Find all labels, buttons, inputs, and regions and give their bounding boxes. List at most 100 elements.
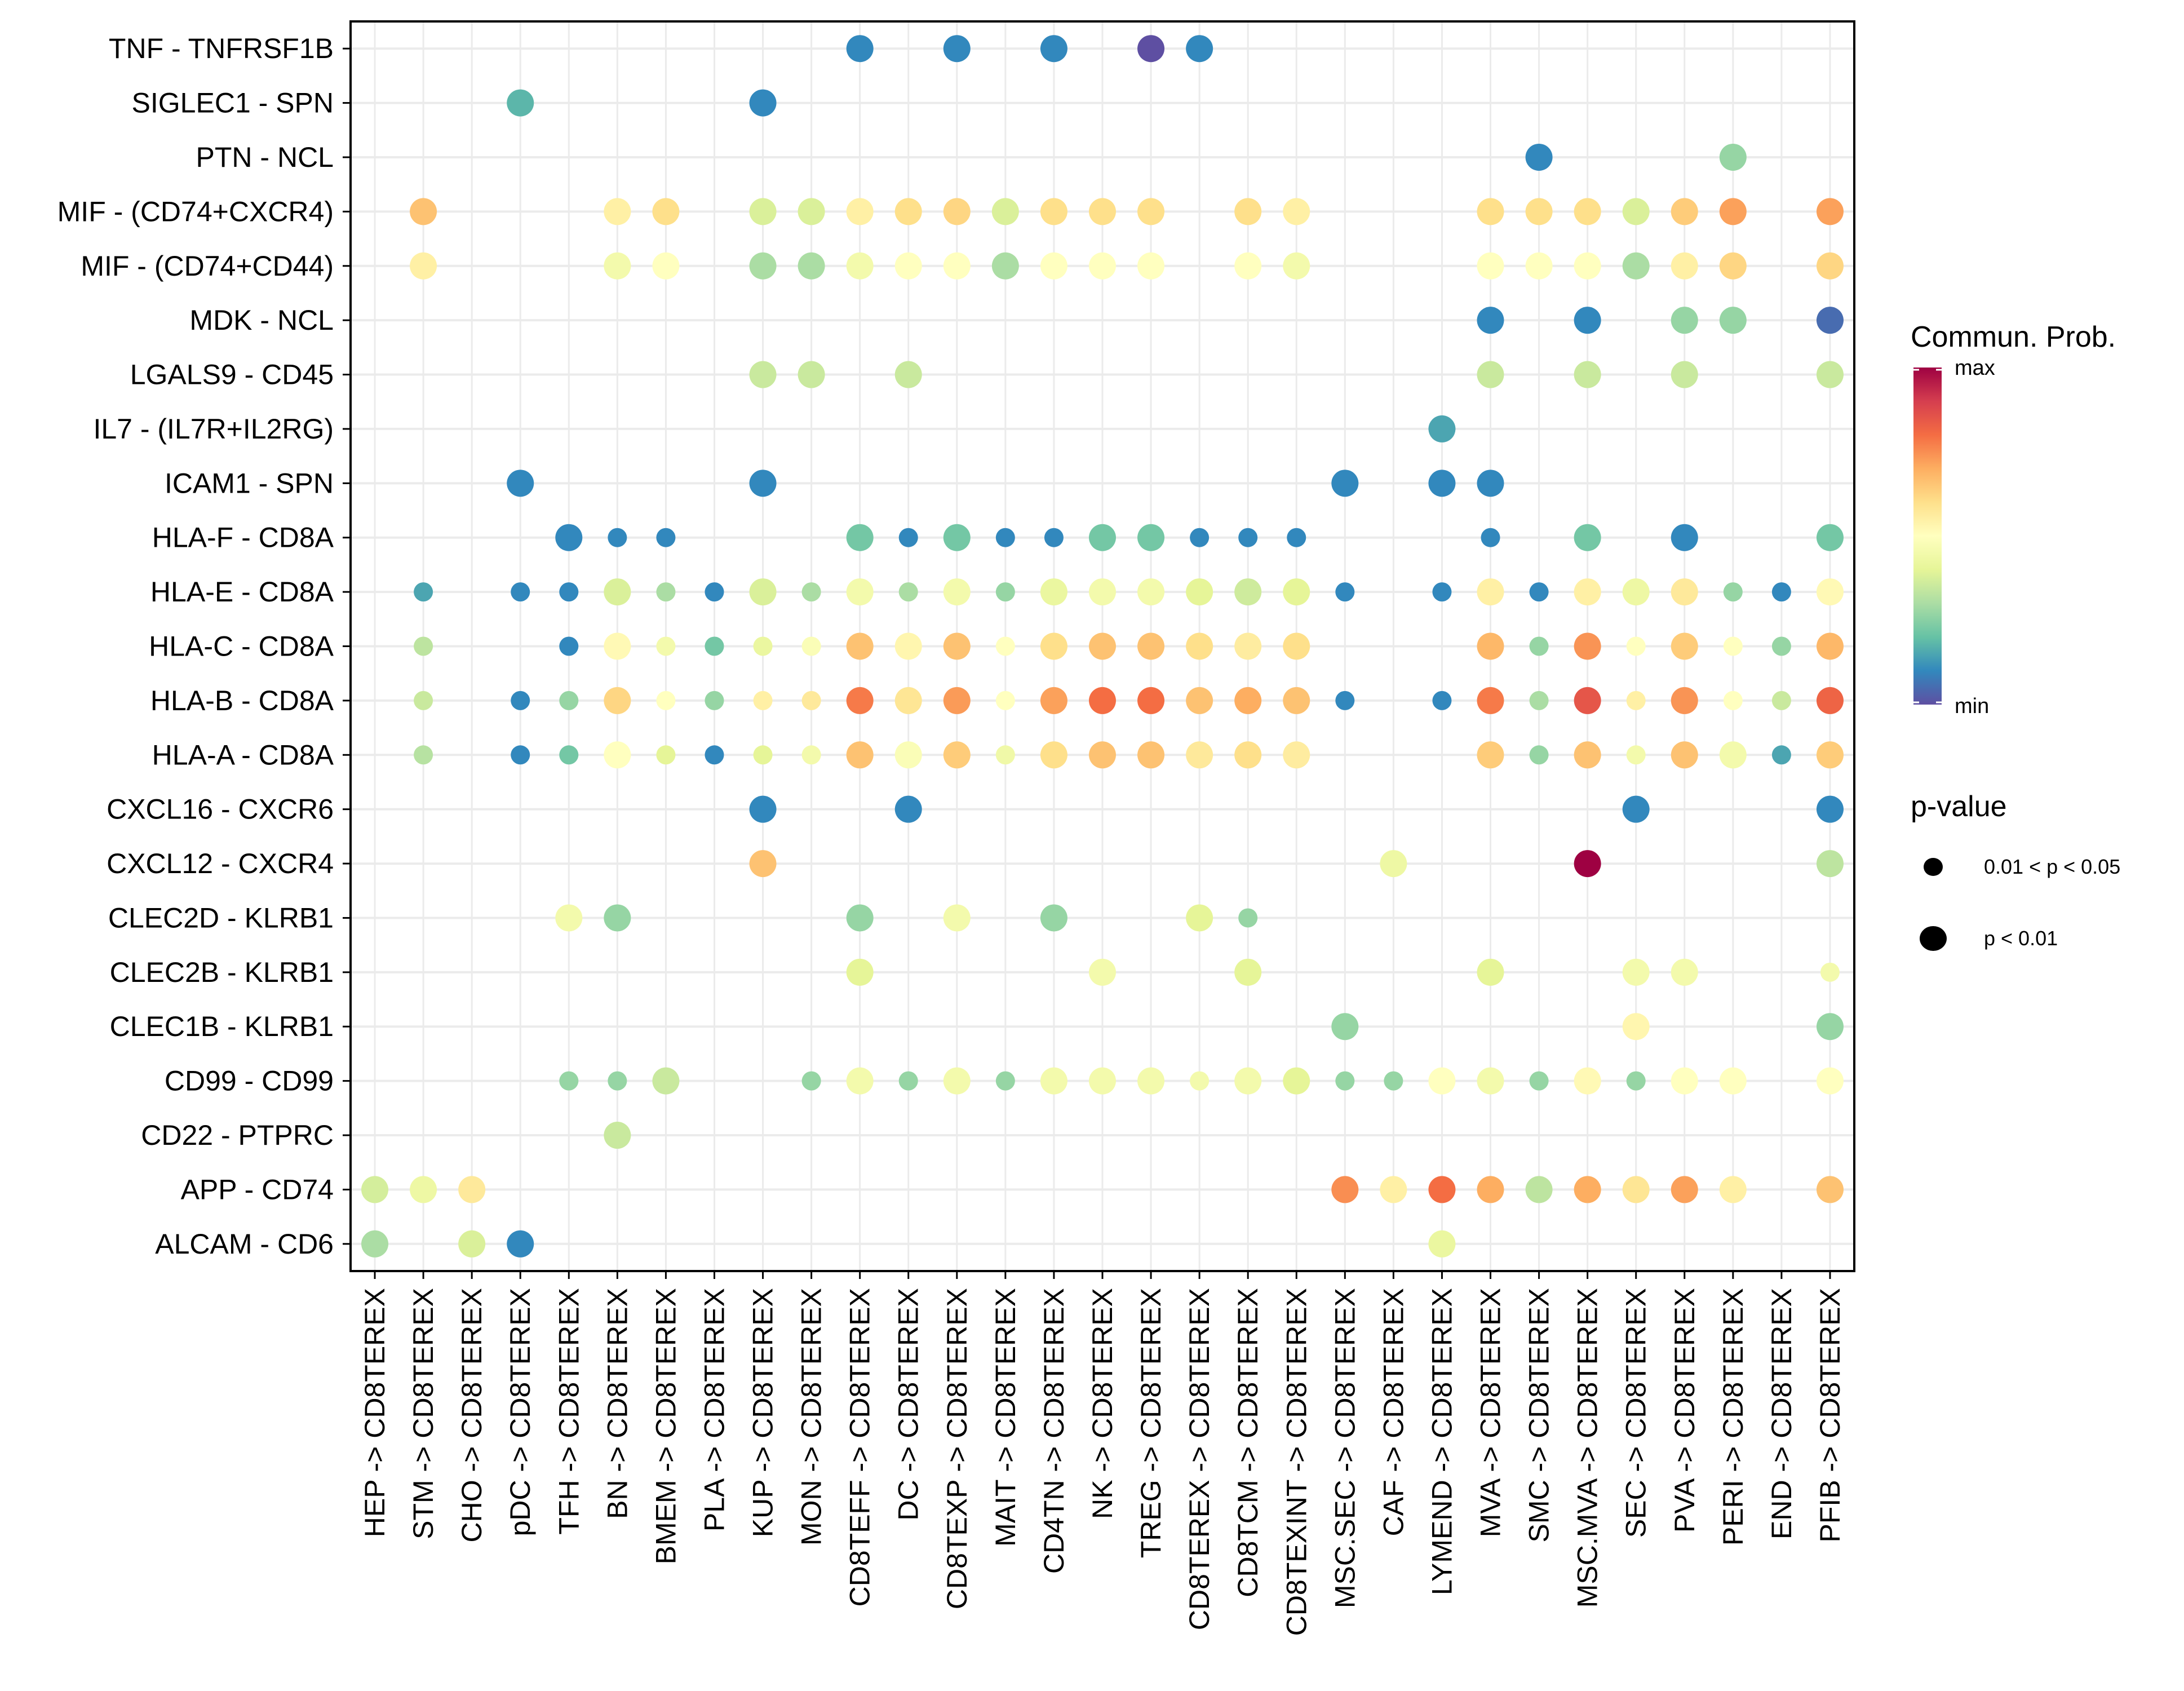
data-point <box>1477 252 1504 280</box>
data-point <box>1574 632 1601 660</box>
data-point <box>1723 582 1743 602</box>
y-tick-label: MIF - (CD74+CD44) <box>81 250 334 282</box>
data-point <box>846 687 874 714</box>
x-tick-label: BMEM -> CD8TEREX <box>650 1288 681 1564</box>
data-point <box>604 904 631 932</box>
y-tick-label: TNF - TNFRSF1B <box>109 33 334 64</box>
data-point <box>1719 252 1747 280</box>
data-point <box>846 578 874 606</box>
data-point <box>1574 850 1601 878</box>
data-point <box>1626 745 1646 765</box>
data-point <box>1137 687 1165 714</box>
data-point <box>1040 198 1067 225</box>
y-tick-label: MDK - NCL <box>189 304 334 336</box>
data-point <box>1477 198 1504 225</box>
data-point <box>846 524 874 551</box>
data-point <box>559 1071 579 1091</box>
data-point <box>1283 741 1310 769</box>
y-tick-label: ICAM1 - SPN <box>165 467 334 499</box>
data-point <box>652 252 680 280</box>
data-point <box>1529 1071 1549 1091</box>
data-point <box>656 636 676 656</box>
data-point <box>1723 636 1743 656</box>
data-point <box>507 89 534 117</box>
data-point <box>1335 690 1355 710</box>
data-point <box>1384 1071 1403 1091</box>
data-point <box>1137 252 1165 280</box>
data-point <box>1529 690 1549 710</box>
data-point <box>943 632 971 660</box>
data-point <box>846 632 874 660</box>
data-point <box>559 636 579 656</box>
x-tick-label: SEC -> CD8TEREX <box>1620 1288 1652 1538</box>
data-point <box>801 1071 821 1091</box>
data-point <box>1574 578 1601 606</box>
data-point <box>801 690 821 710</box>
x-tick-label: MSC.MVA -> CD8TEREX <box>1572 1288 1603 1608</box>
data-point <box>894 361 922 388</box>
x-tick-label: LYMEND -> CD8TEREX <box>1426 1288 1458 1595</box>
data-point <box>943 578 971 606</box>
data-point <box>1089 632 1116 660</box>
data-point <box>604 252 631 280</box>
data-point <box>1671 361 1698 388</box>
colorbar-min-label: min <box>1955 694 1989 718</box>
data-point <box>1816 524 1844 551</box>
data-point <box>604 632 631 660</box>
data-point <box>1622 958 1650 986</box>
data-point <box>943 904 971 932</box>
data-point <box>894 687 922 714</box>
y-tick-label: HLA-C - CD8A <box>149 631 334 662</box>
y-tick-label: CLEC2D - KLRB1 <box>108 902 334 933</box>
size-legend-large-label: p < 0.01 <box>1984 927 2058 950</box>
data-point <box>656 690 676 710</box>
data-point <box>1671 1067 1698 1095</box>
size-legend-large-dot <box>1920 926 1947 951</box>
data-point <box>1622 1013 1650 1041</box>
data-point <box>1477 1176 1504 1203</box>
data-point <box>1477 958 1504 986</box>
data-point <box>749 850 777 878</box>
data-point <box>1820 962 1840 982</box>
data-point <box>1771 745 1791 765</box>
data-point <box>1477 1067 1504 1095</box>
data-point <box>410 1176 437 1203</box>
data-point <box>1671 741 1698 769</box>
data-point <box>846 198 874 225</box>
data-point <box>1283 198 1310 225</box>
data-point <box>559 690 579 710</box>
data-point <box>604 578 631 606</box>
data-point <box>559 745 579 765</box>
data-point <box>1671 252 1698 280</box>
data-point <box>1428 1230 1456 1258</box>
data-point <box>894 795 922 823</box>
data-point <box>511 690 530 710</box>
data-point <box>1529 745 1549 765</box>
data-point <box>898 582 918 602</box>
data-point <box>1190 528 1210 547</box>
data-point <box>801 745 821 765</box>
x-axis: HEP -> CD8TEREX STM -> CD8TEREX CHO -> CD8… <box>359 1271 1846 1636</box>
data-point <box>1331 1013 1359 1041</box>
x-tick-label: MVA -> CD8TEREX <box>1475 1288 1507 1537</box>
data-point <box>608 1071 627 1091</box>
x-tick-label: NK -> CD8TEREX <box>1087 1288 1118 1519</box>
y-tick-label: CXCL16 - CXCR6 <box>107 794 334 825</box>
data-point <box>995 690 1015 710</box>
data-point <box>1234 252 1262 280</box>
data-point <box>652 198 680 225</box>
data-point <box>1816 307 1844 334</box>
data-point <box>1574 1067 1601 1095</box>
data-point <box>1234 578 1262 606</box>
data-point <box>1335 1071 1355 1091</box>
data-point <box>1234 632 1262 660</box>
data-point <box>1428 1176 1456 1203</box>
x-tick-label: PLA -> CD8TEREX <box>698 1288 730 1531</box>
data-point <box>943 524 971 551</box>
data-point <box>1137 578 1165 606</box>
data-point <box>749 795 777 823</box>
data-point <box>798 361 825 388</box>
data-point <box>1622 578 1650 606</box>
data-point <box>1089 252 1116 280</box>
data-point <box>414 745 433 765</box>
